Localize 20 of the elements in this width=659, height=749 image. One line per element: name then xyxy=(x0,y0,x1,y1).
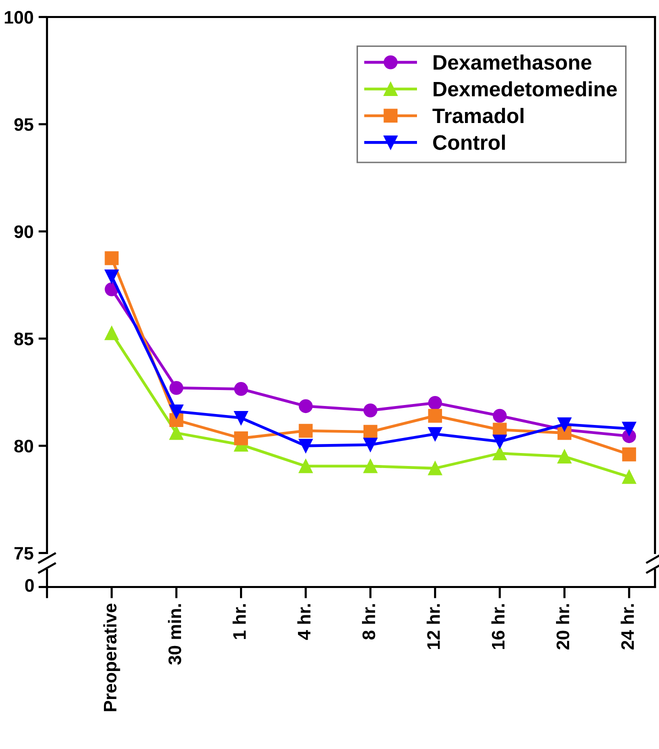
x-tick-label: 20 hr. xyxy=(556,604,570,650)
x-tick-label: 1 hr. xyxy=(232,604,246,639)
legend-label: Dexamethasone xyxy=(434,54,592,70)
y-tick-label: 95 xyxy=(14,118,34,131)
legend-label: Tramadol xyxy=(432,108,524,124)
legend-label: Control xyxy=(433,134,505,150)
x-tick-label: 16 hr. xyxy=(491,604,505,650)
y-tick-label: 100 xyxy=(4,10,34,24)
x-tick-label: 8 hr. xyxy=(362,604,376,640)
y-tick-label: 85 xyxy=(14,332,34,346)
y-tick-label: 90 xyxy=(14,225,34,238)
x-tick-label: 12 hr. xyxy=(426,604,440,650)
y-tick-label: 80 xyxy=(14,440,34,453)
x-tick-label: 24 hr. xyxy=(620,604,634,650)
text: 0 xyxy=(25,579,34,592)
x-tick-label: 4 hr. xyxy=(297,604,310,640)
y-tick-label: 75 xyxy=(14,547,34,560)
legend-label: Dexmedetomedine xyxy=(434,81,617,97)
x-tick-label: 30 min. xyxy=(168,604,182,665)
x-tick-label: Preoperative xyxy=(103,604,120,712)
